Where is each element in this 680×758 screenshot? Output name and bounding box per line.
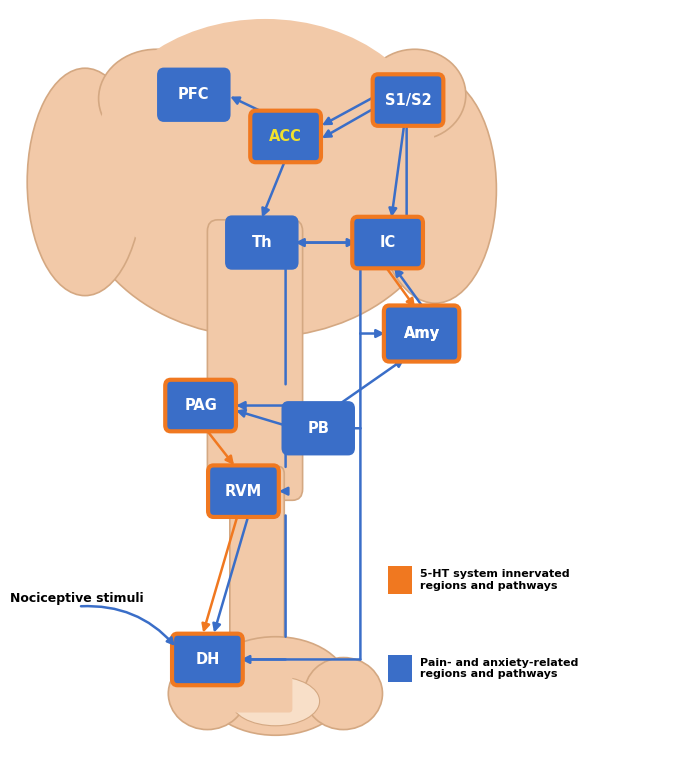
Ellipse shape <box>364 49 466 140</box>
Ellipse shape <box>194 34 289 110</box>
Text: PB: PB <box>307 421 329 436</box>
Ellipse shape <box>27 68 143 296</box>
FancyBboxPatch shape <box>208 465 279 517</box>
Text: Amy: Amy <box>403 326 440 341</box>
Ellipse shape <box>169 657 246 729</box>
Ellipse shape <box>304 657 382 729</box>
Text: DH: DH <box>195 652 220 667</box>
FancyBboxPatch shape <box>158 69 229 121</box>
Text: 5-HT system innervated
regions and pathways: 5-HT system innervated regions and pathw… <box>420 569 570 590</box>
Ellipse shape <box>286 38 381 114</box>
FancyBboxPatch shape <box>165 380 236 431</box>
FancyBboxPatch shape <box>207 220 303 500</box>
Text: ACC: ACC <box>269 129 302 144</box>
FancyBboxPatch shape <box>373 74 443 126</box>
Ellipse shape <box>203 637 348 735</box>
FancyBboxPatch shape <box>230 466 284 701</box>
FancyBboxPatch shape <box>388 655 412 682</box>
Text: Amy: Amy <box>403 326 440 341</box>
FancyBboxPatch shape <box>226 217 297 268</box>
Text: PFC: PFC <box>178 87 209 102</box>
FancyBboxPatch shape <box>352 217 423 268</box>
Ellipse shape <box>231 676 320 726</box>
FancyBboxPatch shape <box>221 656 292 713</box>
FancyBboxPatch shape <box>283 402 354 454</box>
Ellipse shape <box>99 49 214 148</box>
Text: Th: Th <box>252 235 272 250</box>
Text: IC: IC <box>379 235 396 250</box>
FancyBboxPatch shape <box>250 111 321 162</box>
FancyBboxPatch shape <box>388 566 412 594</box>
Ellipse shape <box>374 76 496 303</box>
Text: RVM: RVM <box>225 484 262 499</box>
Text: Nociceptive stimuli: Nociceptive stimuli <box>10 592 144 606</box>
FancyBboxPatch shape <box>386 308 457 359</box>
Text: Pain- and anxiety-related
regions and pathways: Pain- and anxiety-related regions and pa… <box>420 658 579 679</box>
Text: S1/S2: S1/S2 <box>385 92 431 108</box>
FancyBboxPatch shape <box>172 634 243 685</box>
Ellipse shape <box>75 34 449 337</box>
Ellipse shape <box>95 19 435 284</box>
Text: PAG: PAG <box>184 398 217 413</box>
FancyBboxPatch shape <box>384 305 460 362</box>
